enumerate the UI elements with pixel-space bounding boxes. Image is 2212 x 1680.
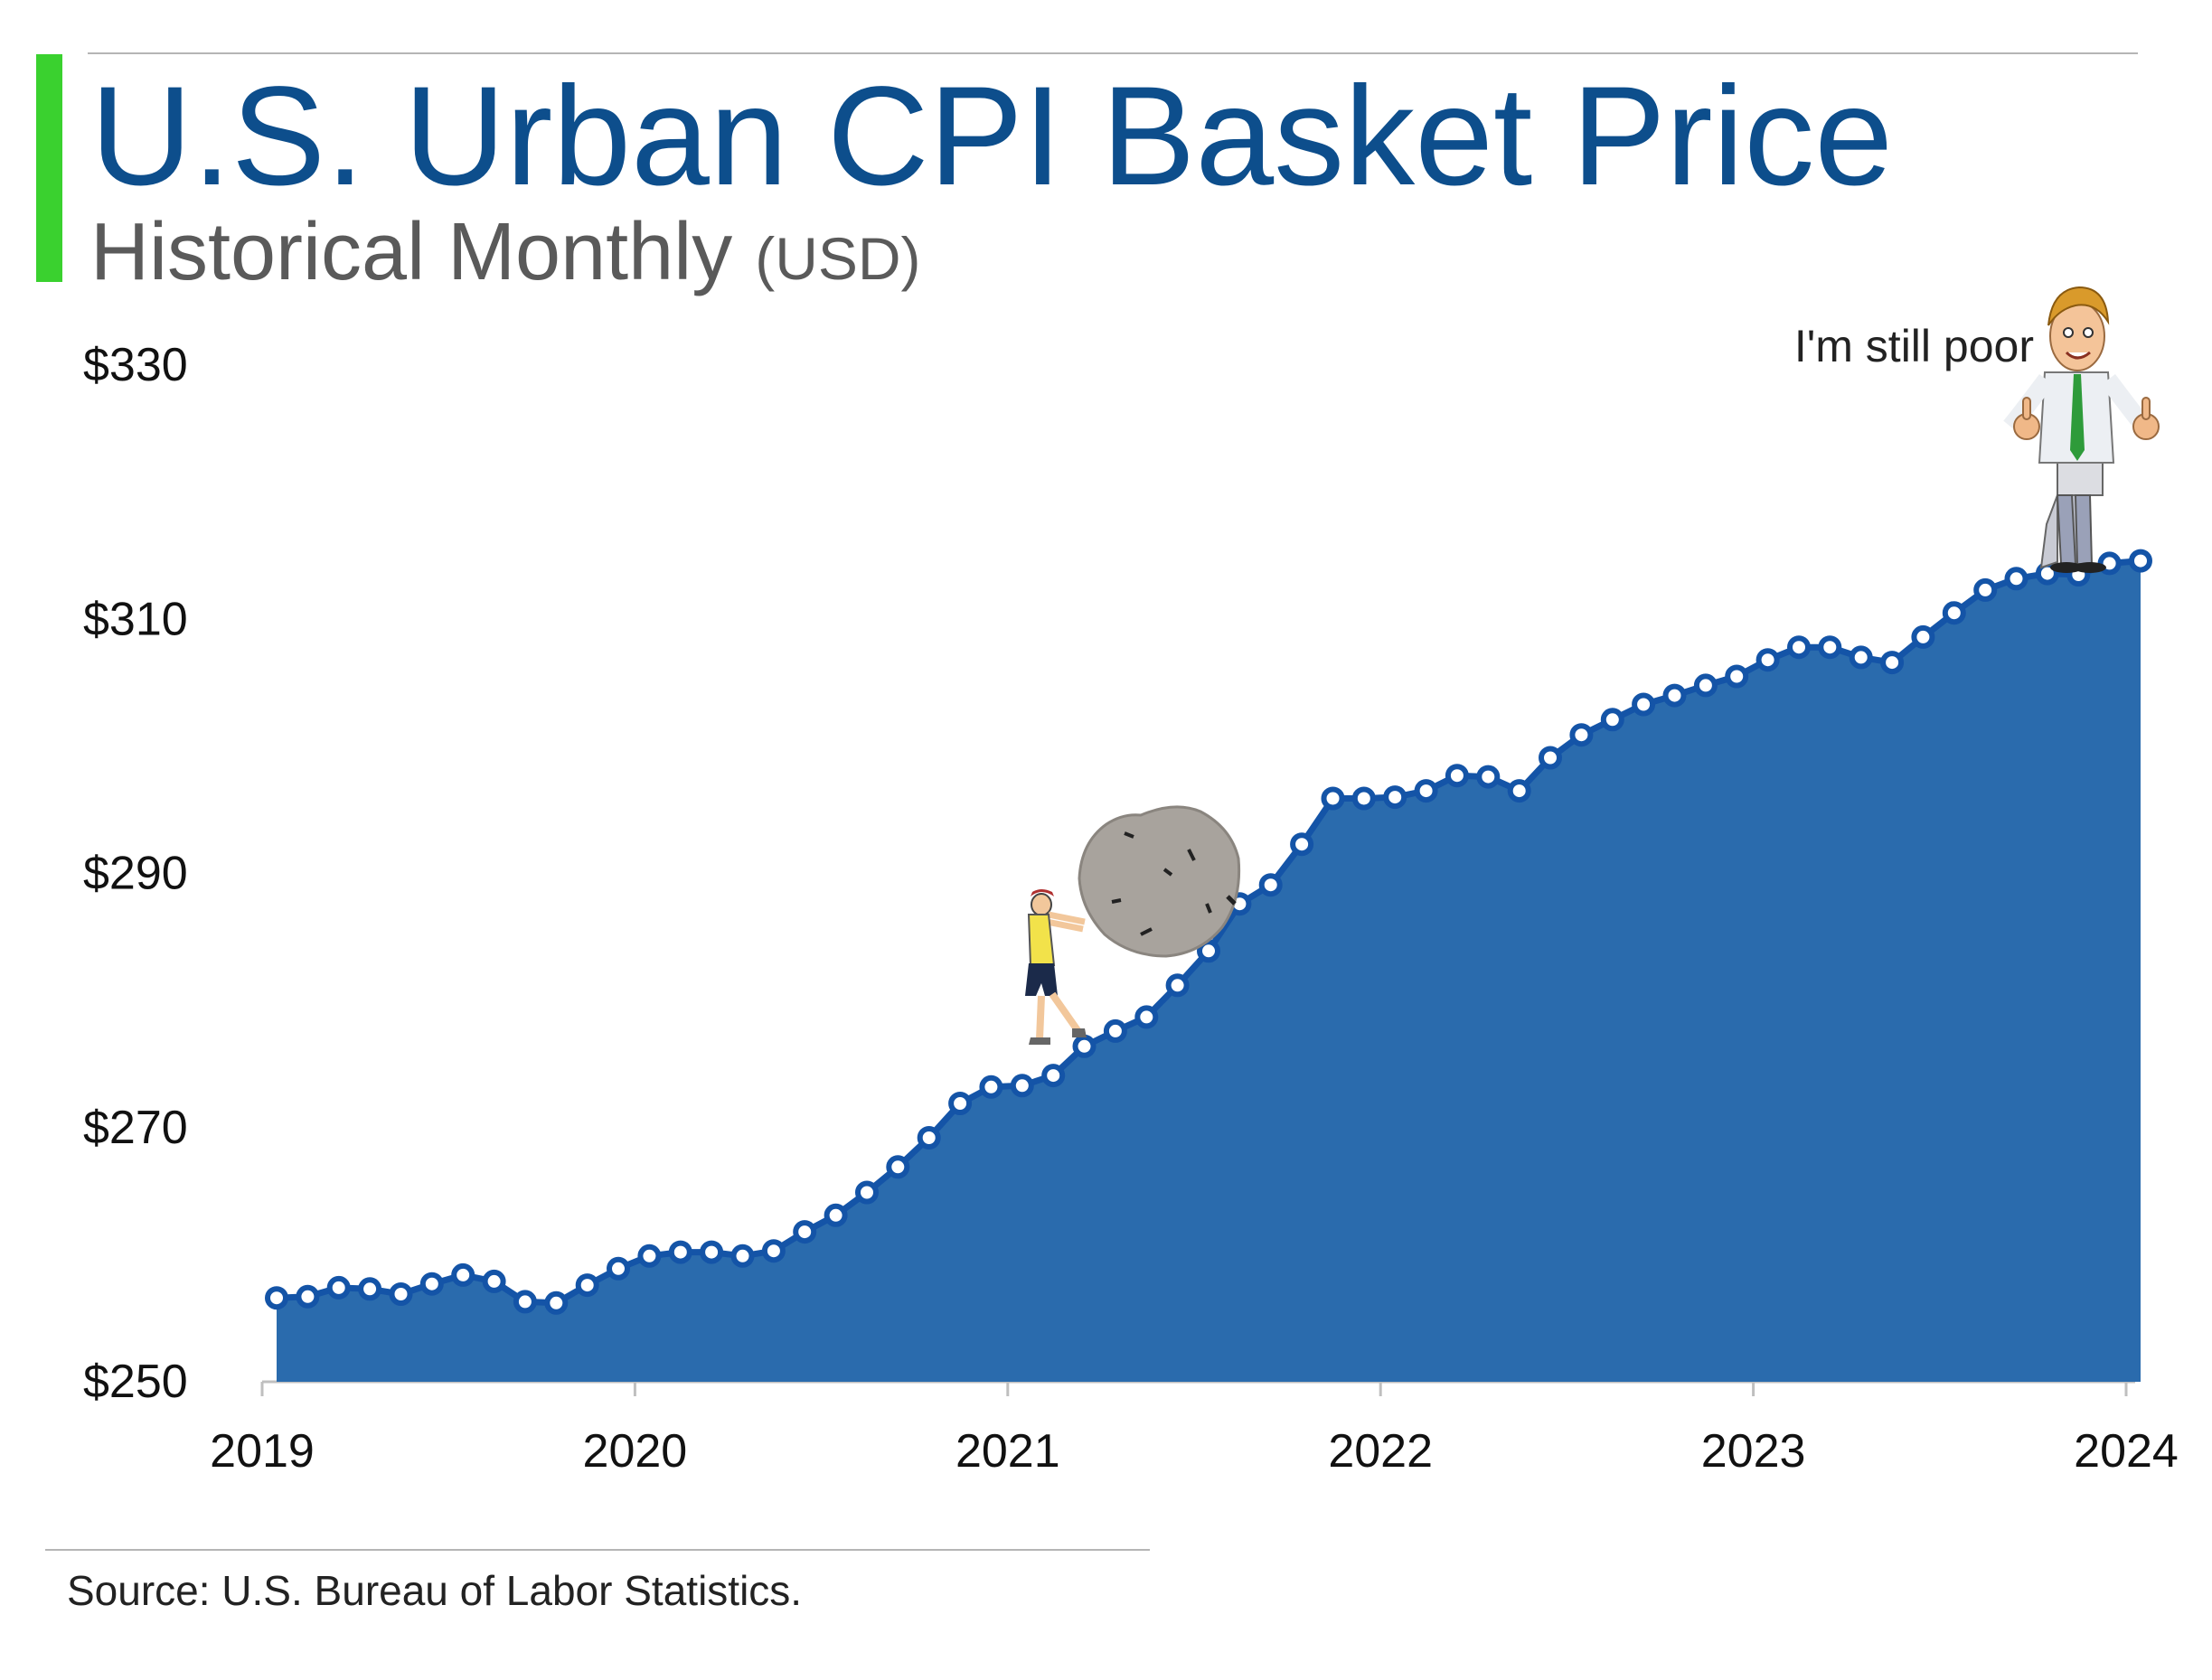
x-tick-label: 2021 (955, 1425, 1060, 1478)
data-point (824, 1203, 848, 1227)
data-point (1072, 1034, 1097, 1058)
data-point (1725, 664, 1749, 689)
source-divider (45, 1549, 1150, 1551)
thumbs-up-man-illustration (2003, 286, 2160, 573)
data-point (1165, 973, 1190, 998)
y-tick-label: $290 (83, 848, 188, 900)
cpi-area-fill (277, 560, 2141, 1382)
data-point (326, 1275, 351, 1300)
data-point (265, 1286, 288, 1310)
data-point (1787, 635, 1811, 660)
annotation-text: I'm still poor (1794, 321, 2034, 371)
data-point (917, 1126, 941, 1150)
data-point (451, 1262, 475, 1287)
data-point (296, 1284, 320, 1309)
data-point (389, 1282, 413, 1306)
x-tick-label: 2020 (583, 1425, 688, 1478)
data-point (761, 1239, 786, 1263)
data-point (979, 1075, 1003, 1099)
y-tick-label: $330 (83, 339, 188, 391)
data-point (1632, 692, 1656, 717)
data-point (730, 1244, 755, 1268)
data-point (1569, 723, 1594, 747)
boulder (1078, 805, 1241, 958)
subtitle-text: Historical Monthly (90, 207, 733, 297)
data-point (607, 1256, 630, 1281)
accent-bar (36, 54, 62, 282)
data-point (419, 1272, 444, 1296)
data-point (793, 1220, 817, 1244)
data-point (1351, 786, 1376, 811)
data-point (1507, 779, 1531, 803)
pushing-man (1025, 889, 1087, 1045)
data-point (482, 1269, 506, 1293)
x-tick-label: 2019 (210, 1425, 315, 1478)
data-point (1383, 785, 1407, 810)
chart-title: U.S. Urban CPI Basket Price (90, 58, 1894, 215)
data-point (1600, 708, 1624, 732)
data-point (358, 1277, 382, 1301)
data-point (1942, 601, 1966, 625)
data-point (1662, 683, 1687, 708)
data-point (1010, 1074, 1034, 1098)
data-point (700, 1240, 724, 1264)
data-point (513, 1290, 537, 1314)
x-axis: 2019 2020 2021 2022 2023 2024 (210, 1380, 2179, 1478)
data-point (1911, 624, 1935, 649)
data-point (575, 1273, 599, 1298)
y-axis: $250 $270 $290 $310 $330 (83, 339, 188, 1408)
data-point (1849, 645, 1873, 670)
chart-subtitle: Historical Monthly (USD) (90, 206, 921, 300)
x-tick-label: 2023 (1701, 1425, 1806, 1478)
data-point (1973, 577, 1998, 602)
y-tick-label: $310 (83, 593, 188, 645)
source-note: Source: U.S. Bureau of Labor Statistics. (67, 1567, 803, 1614)
y-tick-label: $250 (83, 1356, 188, 1408)
data-point (637, 1244, 662, 1268)
data-point (2129, 549, 2152, 573)
y-tick-label: $270 (83, 1102, 188, 1154)
data-point (1041, 1064, 1066, 1088)
plot-area (265, 549, 2152, 1382)
data-point (668, 1240, 692, 1264)
data-point (1880, 651, 1905, 675)
data-point (1321, 786, 1345, 811)
man-pushing-boulder-illustration (1025, 805, 1241, 1045)
data-point (1539, 746, 1562, 770)
data-point (1414, 779, 1438, 803)
data-point (1693, 673, 1718, 698)
top-divider (88, 52, 2138, 54)
data-point (544, 1291, 569, 1315)
data-point (1290, 832, 1314, 857)
data-point (1445, 764, 1469, 788)
data-point (2004, 567, 2028, 591)
data-point (886, 1155, 910, 1179)
data-point (1103, 1018, 1127, 1043)
data-point (1818, 635, 1842, 660)
data-point (855, 1180, 879, 1205)
data-point (1476, 765, 1501, 789)
subtitle-unit: (USD) (755, 225, 921, 292)
data-point (948, 1092, 973, 1115)
data-point (1134, 1005, 1159, 1029)
x-tick-label: 2022 (1328, 1425, 1433, 1478)
x-tick-label: 2024 (2074, 1425, 2179, 1478)
data-point (1258, 873, 1283, 897)
data-point (1755, 648, 1780, 672)
